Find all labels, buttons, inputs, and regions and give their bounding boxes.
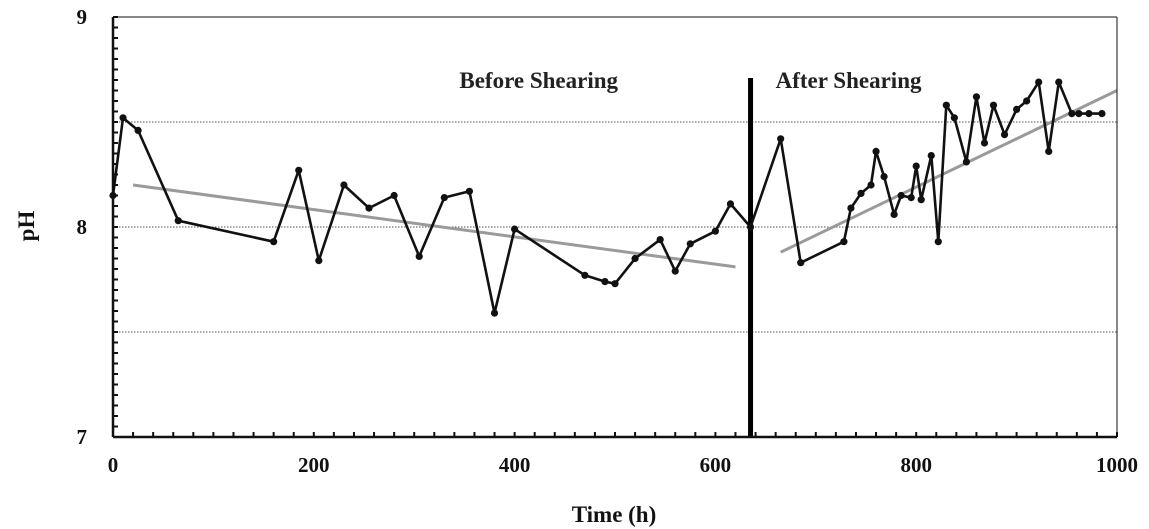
data-point bbox=[270, 238, 278, 246]
data-point bbox=[917, 196, 925, 204]
trend-line bbox=[780, 89, 1118, 254]
data-point bbox=[847, 204, 855, 212]
data-point bbox=[972, 93, 981, 101]
data-point bbox=[867, 181, 875, 189]
x-tick-label: 200 bbox=[298, 453, 330, 477]
gridlines bbox=[113, 121, 1117, 333]
data-point bbox=[601, 278, 609, 286]
data-point bbox=[686, 240, 694, 248]
annotation-after-shearing: After Shearing bbox=[776, 68, 922, 93]
data-point bbox=[581, 271, 589, 279]
data-point bbox=[1075, 110, 1083, 118]
data-point bbox=[631, 254, 639, 263]
annotation-before-shearing: Before Shearing bbox=[459, 68, 618, 93]
data-point bbox=[611, 280, 619, 288]
data-point bbox=[989, 101, 998, 109]
x-tick-label: 0 bbox=[108, 453, 119, 477]
x-tick-label: 600 bbox=[700, 453, 732, 477]
data-point bbox=[797, 259, 805, 267]
measured-series bbox=[109, 78, 1106, 317]
data-point bbox=[1098, 110, 1106, 118]
y-tick-label: 7 bbox=[77, 425, 88, 449]
y-tick-label: 9 bbox=[77, 5, 88, 29]
data-point bbox=[671, 267, 679, 275]
data-point bbox=[1023, 97, 1031, 105]
data-point bbox=[777, 135, 785, 143]
data-point bbox=[927, 152, 935, 160]
y-axis-title: pH bbox=[14, 211, 39, 242]
data-point bbox=[962, 158, 971, 166]
x-axis-title: Time (h) bbox=[572, 502, 657, 527]
trend-lines bbox=[132, 89, 1118, 269]
data-point bbox=[746, 223, 755, 231]
data-point bbox=[711, 227, 720, 235]
tick-labels: 0 200 400 600 800 1000 7 8 9 bbox=[77, 5, 1139, 477]
data-point bbox=[295, 166, 303, 174]
data-point bbox=[390, 191, 398, 200]
data-point bbox=[934, 238, 942, 246]
data-point bbox=[1013, 105, 1021, 113]
data-point bbox=[890, 210, 898, 218]
data-point bbox=[440, 194, 448, 202]
x-tick-label: 800 bbox=[900, 453, 932, 477]
data-point bbox=[897, 191, 905, 200]
data-point bbox=[1068, 110, 1076, 118]
data-point bbox=[340, 181, 348, 189]
y-tick-label: 8 bbox=[77, 215, 88, 239]
data-point bbox=[840, 238, 848, 246]
axes bbox=[111, 16, 1118, 439]
x-tick-label: 1000 bbox=[1096, 453, 1138, 477]
data-point bbox=[656, 236, 664, 244]
data-point bbox=[880, 173, 888, 181]
data-point bbox=[1035, 78, 1043, 86]
data-point bbox=[490, 309, 499, 317]
data-point bbox=[912, 162, 920, 170]
data-point bbox=[857, 189, 865, 197]
data-point bbox=[1000, 131, 1009, 139]
x-tick-label: 400 bbox=[499, 453, 531, 477]
data-point bbox=[1045, 147, 1053, 155]
data-point bbox=[415, 252, 423, 260]
data-point bbox=[872, 147, 880, 155]
data-point bbox=[510, 225, 519, 233]
series-line bbox=[111, 80, 1102, 315]
data-point bbox=[119, 114, 127, 122]
data-point bbox=[134, 126, 142, 134]
data-point bbox=[1055, 78, 1063, 86]
data-point bbox=[942, 101, 950, 109]
data-point bbox=[174, 217, 182, 225]
data-point bbox=[315, 257, 323, 265]
data-point bbox=[950, 114, 958, 122]
data-point bbox=[465, 187, 474, 195]
data-point bbox=[365, 204, 373, 212]
data-point bbox=[907, 194, 915, 202]
data-point bbox=[980, 139, 989, 147]
trend-line bbox=[132, 183, 736, 269]
data-point bbox=[1085, 110, 1093, 118]
data-point bbox=[726, 200, 735, 208]
